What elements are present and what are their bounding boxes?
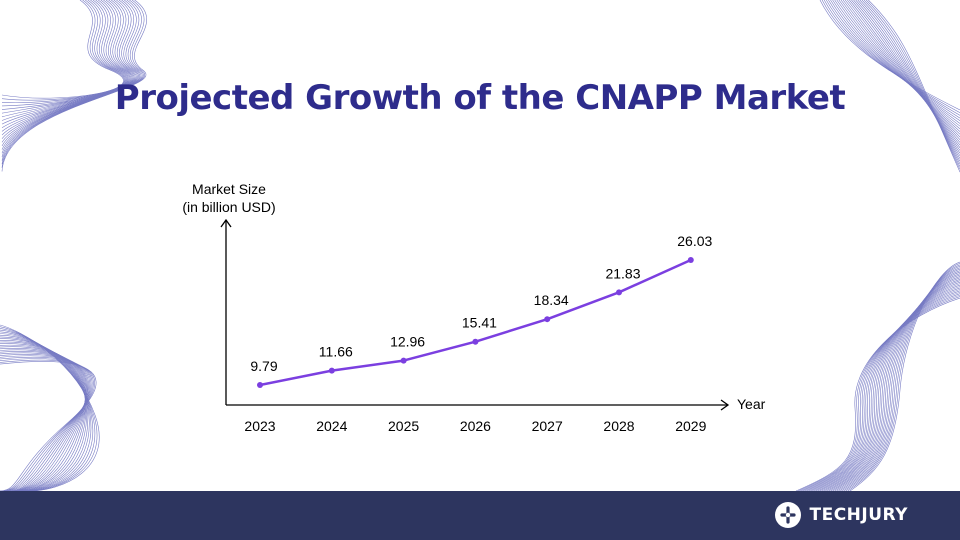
x-tick-label-2025: 2025 [388,418,419,434]
data-label-2027: 18.34 [534,292,569,308]
x-tick-label-2029: 2029 [675,418,706,434]
data-point-2027 [544,316,551,323]
x-tick-label-2023: 2023 [244,418,275,434]
page-title: Projected Growth of the CNAPP Market [114,78,846,118]
x-tick-label-2026: 2026 [460,418,491,434]
data-label-2028: 21.83 [605,265,640,281]
x-axis-label: Year [737,396,766,412]
brand-name: TECHJURY [809,505,908,525]
data-point-2025 [400,357,407,364]
x-tick-label-2028: 2028 [603,418,634,434]
data-label-2025: 12.96 [390,334,425,350]
x-tick-label-2024: 2024 [316,418,347,434]
data-point-2028 [616,289,622,296]
decor-top-left [1,0,147,172]
x-axis-arrow [720,399,730,411]
decorative-waves [0,0,960,491]
decor-top-right [819,0,960,173]
y-axis-label: Market Size [192,181,266,197]
data-point-2024 [328,367,335,374]
data-point-2023 [257,382,263,388]
techjury-logo: TECHJURY [775,502,908,528]
data-label-2023: 9.79 [250,358,277,374]
techjury-logo-icon [775,502,802,528]
decor-right [795,261,960,491]
y-axis-arrow [220,218,232,228]
line-chart: Market Size (in billion USD) Year 9.79 20… [182,181,766,434]
data-point-2029 [687,257,694,263]
footer-bar: TECHJURY [0,491,960,540]
data-label-2024: 11.66 [319,344,353,360]
data-point-2026 [472,338,479,345]
x-tick-label-2027: 2027 [532,418,563,434]
data-label-2026: 15.41 [462,315,497,331]
data-label-2029: 26.03 [677,233,712,249]
y-axis-label-unit: (in billion USD) [182,199,275,215]
